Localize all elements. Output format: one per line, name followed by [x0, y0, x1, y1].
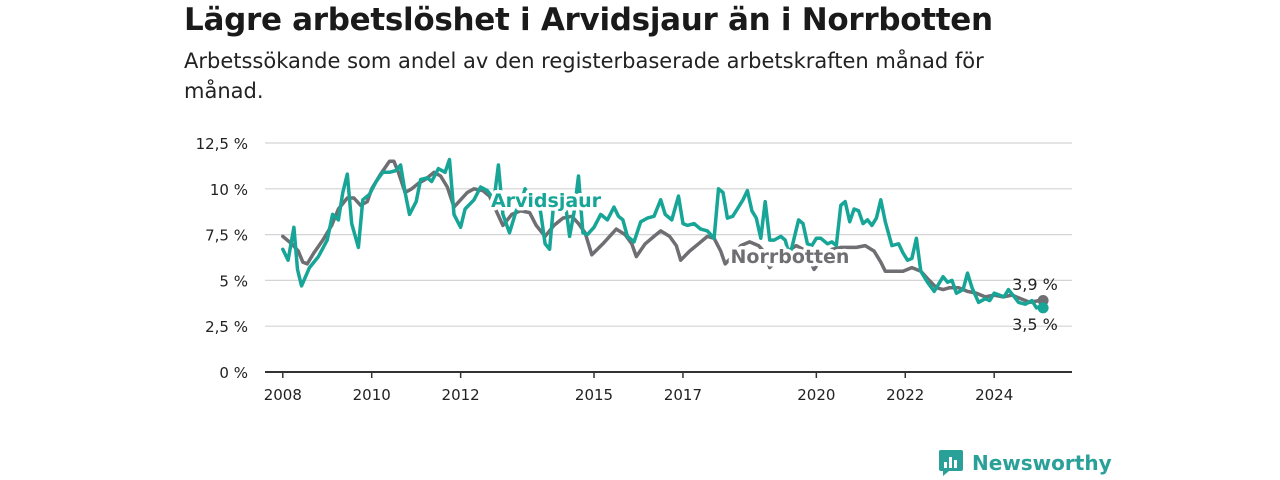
y-tick-label: 7,5 %	[205, 227, 248, 245]
x-tick-label: 2020	[797, 386, 835, 404]
y-tick-label: 5 %	[219, 272, 248, 290]
y-axis-tick-labels: 0 % 2,5 % 5 % 7,5 % 10 % 12,5 %	[196, 135, 248, 382]
chart-subtitle: Arbetssökande som andel av den registerb…	[184, 49, 984, 103]
chart-title: Lägre arbetslöshet i Arvidsjaur än i Nor…	[184, 2, 993, 38]
series-end-value-arvidsjaur: 3,5 %	[1012, 315, 1058, 334]
y-tick-label: 12,5 %	[196, 135, 248, 153]
brand-logo: Newsworthy	[938, 448, 1112, 478]
series-line-arvidsjaur	[281, 157, 1045, 310]
x-tick-label: 2017	[664, 386, 702, 404]
gridlines	[265, 142, 1072, 327]
x-tick-label: 2022	[886, 386, 924, 404]
y-tick-label: 2,5 %	[205, 318, 248, 336]
series-lines	[281, 157, 1049, 314]
series-end-value-norrbotten: 3,9 %	[1012, 275, 1058, 294]
brand-name: Newsworthy	[972, 451, 1112, 475]
series-name-halo-arvidsjaur: Arvidsjaur	[491, 190, 602, 212]
x-axis-ticks: 2008 2010 2012 2015 2017 2020 2022 2024	[264, 372, 1013, 404]
series-name-label-norrbotten: Norrbotten	[731, 246, 850, 268]
x-tick-label: 2015	[575, 386, 613, 404]
y-tick-label: 10 %	[210, 181, 248, 199]
x-tick-label: 2008	[264, 386, 302, 404]
newsworthy-logo-icon	[939, 450, 963, 476]
series-name-halo-norrbotten: Norrbotten	[731, 246, 850, 268]
x-tick-label: 2024	[975, 386, 1013, 404]
series-end-point-arvidsjaur	[1037, 302, 1049, 314]
x-tick-label: 2012	[442, 386, 480, 404]
series-name-label-arvidsjaur: Arvidsjaur	[491, 190, 602, 212]
x-tick-label: 2010	[353, 386, 391, 404]
series-line-norrbotten	[281, 159, 1045, 305]
y-tick-label: 0 %	[219, 364, 248, 382]
